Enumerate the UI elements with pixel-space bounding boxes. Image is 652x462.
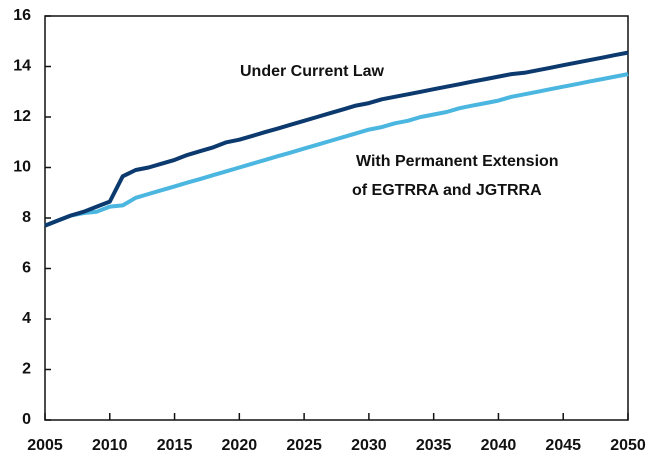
y-tick-label: 10 <box>13 159 31 176</box>
annotation: of EGTRRA and JGTRRA <box>352 182 542 199</box>
y-tick-label: 4 <box>22 310 31 327</box>
y-tick-label: 16 <box>13 7 31 24</box>
x-tick-label: 2040 <box>481 437 517 454</box>
y-tick-label: 6 <box>22 260 31 277</box>
y-tick-label: 14 <box>13 58 31 75</box>
annotation: Under Current Law <box>240 63 385 80</box>
x-tick-label: 2025 <box>286 437 322 454</box>
x-tick-label: 2030 <box>351 437 387 454</box>
y-tick-label: 2 <box>22 361 31 378</box>
x-tick-label: 2020 <box>222 437 258 454</box>
x-tick-label: 2045 <box>545 437 581 454</box>
x-tick-label: 2015 <box>157 437 193 454</box>
y-tick-label: 0 <box>22 411 31 428</box>
x-tick-label: 2050 <box>610 437 646 454</box>
series-line <box>44 50 629 228</box>
y-tick-label: 12 <box>13 108 31 125</box>
x-tick-label: 2005 <box>27 437 63 454</box>
x-tick-label: 2010 <box>92 437 128 454</box>
series-line <box>44 72 629 228</box>
y-tick-label: 8 <box>22 209 31 226</box>
x-tick-label: 2035 <box>416 437 452 454</box>
annotation: With Permanent Extension <box>356 153 559 170</box>
